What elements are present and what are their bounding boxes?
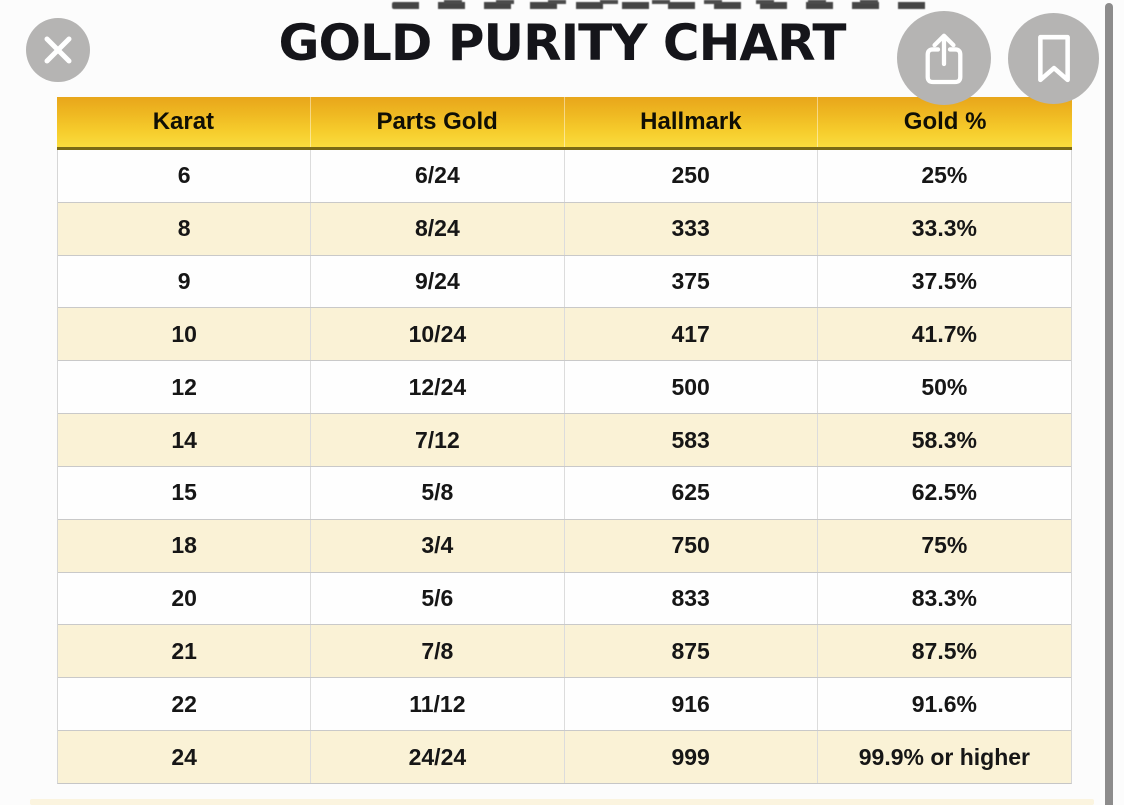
table-cell: 9/24: [311, 255, 565, 308]
table-cell: 7/8: [311, 625, 565, 678]
table-cell: 500: [565, 361, 818, 414]
page-title: GOLD PURITY CHART: [278, 14, 847, 72]
table-row-karat-18: 18 3/4 750 75%: [58, 518, 1071, 572]
table-cell: 916: [565, 678, 818, 731]
table-cell: 10/24: [311, 308, 565, 361]
table-cell: 87.5%: [911, 637, 977, 664]
table-cell: 12/24: [311, 361, 565, 414]
table-cell: 5/8: [311, 466, 565, 519]
table-cell: 24: [58, 731, 312, 783]
table-row-karat-6: 6 6/24 250 25%: [58, 150, 1071, 202]
column-header-karat: Karat: [57, 97, 311, 147]
table-cell: 583: [565, 414, 818, 466]
column-header-parts-gold: Parts Gold: [311, 97, 565, 147]
table-header-row: Karat Parts Gold Hallmark Gold %: [57, 97, 1072, 150]
table-cell: 333: [565, 202, 818, 255]
table-cell: 83.3%: [911, 585, 977, 612]
share-icon: [925, 33, 963, 85]
table-cell: 99.9% or higher: [858, 743, 1031, 770]
table-cell: 875: [565, 625, 818, 678]
table-cell: 11/12: [311, 678, 565, 731]
table-cell: 8/24: [311, 202, 565, 255]
cropped-text-marks: [410, 0, 901, 4]
table-cell: 5/6: [311, 572, 565, 625]
table-row-karat-10: 10 10/24 417 41.7%: [58, 307, 1071, 361]
bottom-edge-artifact: [30, 799, 1094, 805]
table-cell: 12: [58, 361, 312, 414]
table-row-karat-15: 15 5/8 625 62.5%: [58, 465, 1071, 519]
bookmark-button[interactable]: [1008, 13, 1099, 104]
table-cell: 7/12: [311, 414, 565, 466]
table-cell: 50%: [921, 373, 968, 400]
table-cell: 833: [565, 572, 818, 625]
table-cell: 10: [58, 308, 312, 361]
table-row-karat-24: 24 24/24 999 99.9% or higher: [58, 730, 1071, 783]
table-cell: 37.5%: [911, 268, 977, 295]
table-cell: 20: [58, 572, 312, 625]
table-cell: 3/4: [311, 519, 565, 572]
table-cell: 9: [58, 255, 312, 308]
table-cell: 750: [565, 519, 818, 572]
table-cell: 999: [565, 731, 818, 783]
table-cell: 15: [58, 466, 312, 519]
table-cell: 91.6%: [911, 690, 977, 717]
table-row-karat-21: 21 7/8 875 87.5%: [58, 624, 1071, 678]
table-cell: 6: [58, 150, 312, 202]
table-cell: 18: [58, 519, 312, 572]
cropped-text-marks: [392, 2, 937, 9]
table-cell: 8: [58, 202, 312, 255]
table-row-karat-20: 20 5/6 833 83.3%: [58, 571, 1071, 625]
table-cell: 62.5%: [911, 479, 977, 506]
table-cell: 24/24: [311, 731, 565, 783]
column-header-gold: Gold %: [903, 108, 987, 135]
table-row-karat-9: 9 9/24 375 37.5%: [58, 254, 1071, 308]
close-icon: [44, 36, 72, 64]
table-row-karat-8: 8 8/24 333 33.3%: [58, 201, 1071, 255]
table-cell: 375: [565, 255, 818, 308]
table-cell: 25%: [921, 162, 968, 189]
table-cell: 625: [565, 466, 818, 519]
table-row-karat-12: 12 12/24 500 50%: [58, 360, 1071, 414]
bookmark-icon: [1037, 34, 1070, 82]
column-header-hallmark: Hallmark: [565, 97, 819, 147]
table-cell: 41.7%: [911, 320, 977, 347]
gold-purity-table: Karat Parts Gold Hallmark Gold % 6 6/24 250 25…: [57, 97, 1072, 784]
table-row-karat-14: 14 7/12 583 58.3%: [58, 413, 1071, 466]
table-cell: 58.3%: [911, 426, 977, 453]
table-cell: 250: [565, 150, 818, 202]
scrollbar-thumb[interactable]: [1105, 3, 1113, 805]
table-cell: 75%: [921, 532, 968, 559]
share-button[interactable]: [897, 11, 991, 105]
table-cell: 6/24: [311, 150, 565, 202]
table-cell: 417: [565, 308, 818, 361]
close-button[interactable]: [26, 18, 90, 82]
table-body: 6 6/24 250 25% 8 8/24 333 33.3% 9 9/24 375 37.5% 10 1…: [57, 150, 1072, 784]
table-cell: 14: [58, 414, 312, 466]
table-cell: 33.3%: [911, 215, 977, 242]
cropped-text-artifact: [392, 0, 937, 11]
table-cell: 21: [58, 625, 312, 678]
table-row-karat-22: 22 11/12 916 91.6%: [58, 677, 1071, 731]
table-cell: 22: [58, 678, 312, 731]
